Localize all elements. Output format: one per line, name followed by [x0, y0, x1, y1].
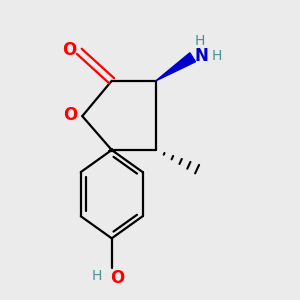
Text: O: O: [63, 106, 77, 124]
Text: N: N: [194, 47, 208, 65]
Polygon shape: [156, 53, 196, 81]
Text: H: H: [91, 269, 102, 283]
Text: O: O: [62, 41, 76, 59]
Text: H: H: [212, 49, 222, 63]
Text: H: H: [194, 34, 205, 48]
Text: O: O: [110, 269, 124, 287]
